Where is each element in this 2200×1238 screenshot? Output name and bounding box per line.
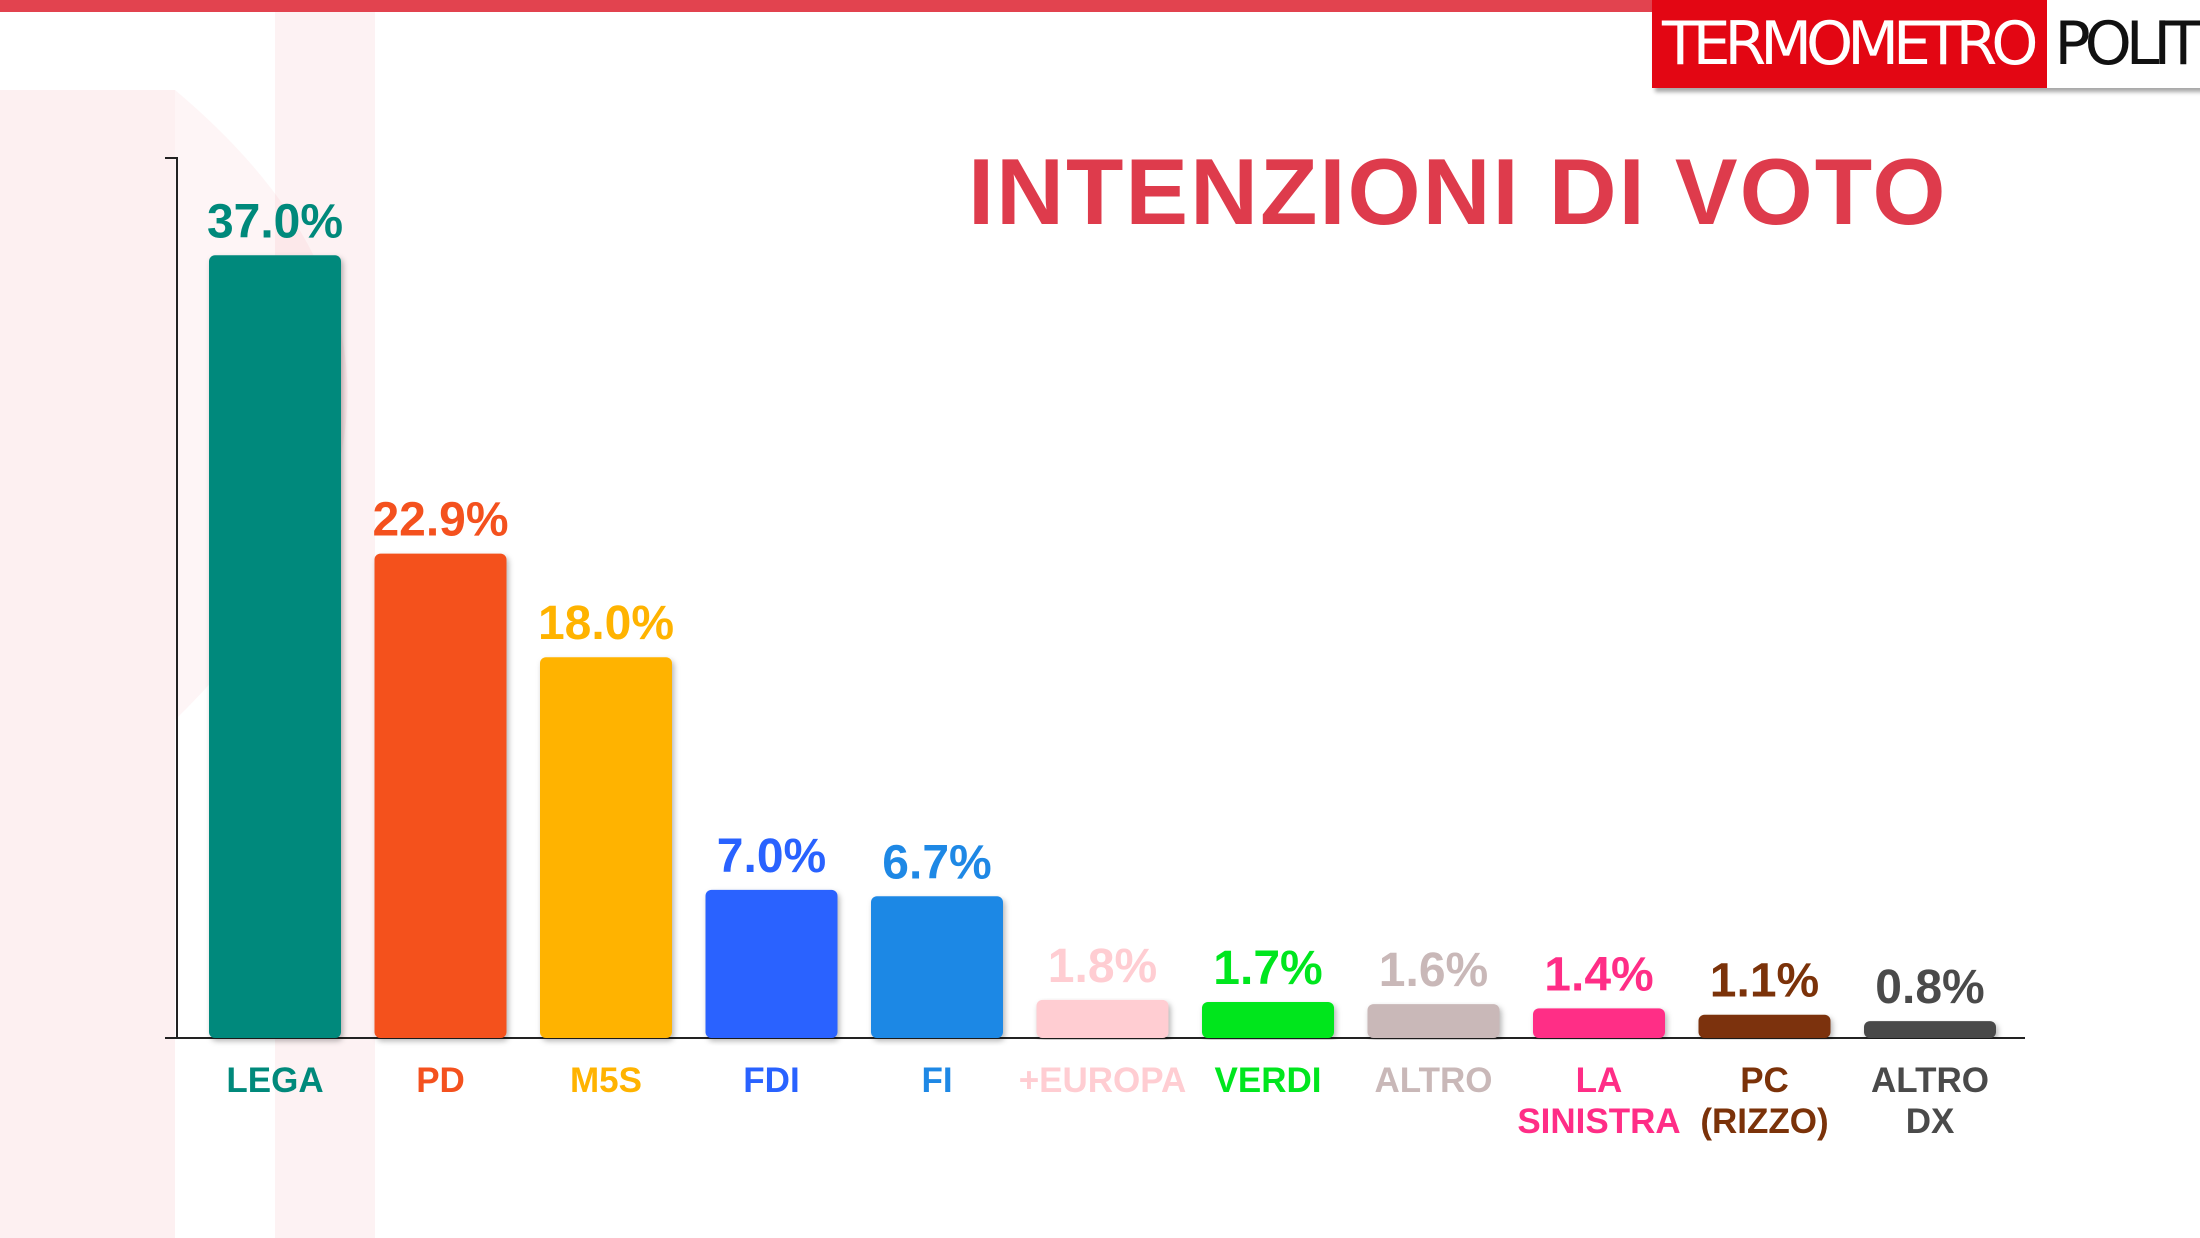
bar	[1864, 1021, 1996, 1038]
category-label: ALTRO	[1374, 1061, 1493, 1100]
value-label: 37.0%	[207, 195, 343, 248]
bar	[1202, 1002, 1334, 1038]
logo-right-text: POLITICO	[2046, 0, 2200, 88]
value-label: 1.1%	[1710, 955, 1819, 1008]
bar	[540, 657, 672, 1038]
bar	[1367, 1004, 1500, 1038]
value-label: 1.8%	[1048, 940, 1157, 993]
bar	[209, 255, 341, 1039]
value-label: 1.7%	[1213, 942, 1322, 995]
termometro-politico-logo: TERMOMETRO POLITICO	[1652, 0, 2200, 88]
category-label: M5S	[570, 1061, 642, 1100]
value-label: 6.7%	[882, 836, 991, 889]
top-accent-bar	[0, 0, 2200, 12]
category-label: ALTRO DX	[1871, 1061, 1989, 1141]
category-label: VERDI	[1214, 1061, 1322, 1100]
category-label: LEGA	[226, 1061, 324, 1100]
y-axis-line	[165, 157, 178, 1038]
logo-left-text: TERMOMETRO	[1652, 0, 2047, 88]
bar	[1533, 1008, 1665, 1038]
bar	[705, 889, 838, 1038]
category-label: PD	[416, 1061, 465, 1100]
category-label: FI	[921, 1061, 953, 1100]
bar	[374, 553, 507, 1038]
value-label: 22.9%	[372, 494, 508, 547]
bar	[1698, 1014, 1831, 1038]
category-label: PC (RIZZO)	[1700, 1061, 1829, 1141]
bar	[1036, 999, 1169, 1038]
category-label: FDI	[743, 1061, 800, 1100]
value-label: 0.8%	[1875, 961, 1984, 1014]
value-label: 7.0%	[717, 830, 826, 883]
category-label: LA SINISTRA	[1517, 1061, 1681, 1141]
value-label: 18.0%	[538, 597, 674, 650]
bar	[871, 896, 1003, 1038]
value-label: 1.6%	[1379, 944, 1488, 997]
category-label: +EUROPA	[1018, 1061, 1187, 1100]
chart-title: INTENZIONI DI VOTO	[968, 139, 1948, 244]
value-label: 1.4%	[1544, 948, 1653, 1001]
